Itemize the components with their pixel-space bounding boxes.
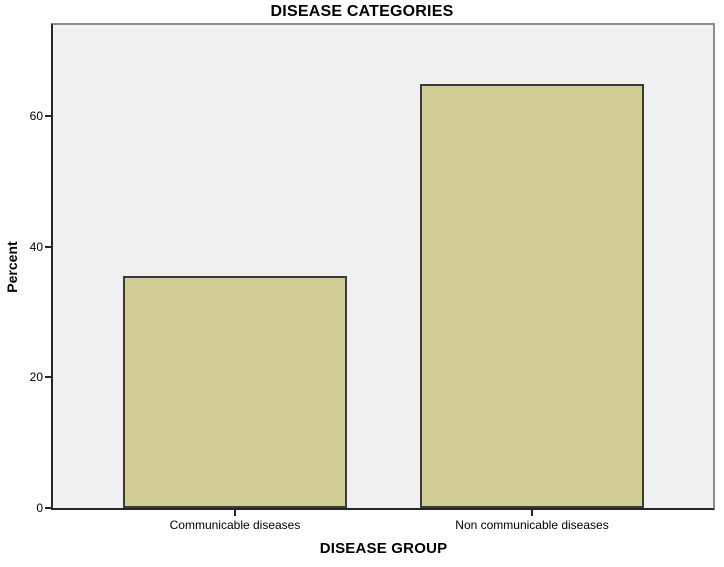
- y-tick-label: 60: [29, 109, 43, 123]
- y-tick-mark: [45, 115, 51, 117]
- chart-title: DISEASE CATEGORIES: [270, 3, 454, 20]
- y-tick-mark: [45, 376, 51, 378]
- y-tick-label: 20: [29, 370, 43, 384]
- y-tick-label: 40: [29, 240, 43, 254]
- x-category-label: Non communicable diseases: [455, 518, 609, 532]
- y-tick-mark: [45, 507, 51, 509]
- bar-1: [123, 276, 347, 508]
- x-category-label: Communicable diseases: [169, 518, 301, 532]
- x-axis-title: DISEASE GROUP: [319, 540, 448, 557]
- bar-2: [420, 84, 644, 508]
- plot-area: [51, 23, 715, 510]
- x-tick-mark: [234, 510, 236, 516]
- x-tick-mark: [531, 510, 533, 516]
- y-tick-mark: [45, 246, 51, 248]
- y-axis-title: Percent: [4, 241, 20, 293]
- y-tick-label: 0: [36, 501, 43, 515]
